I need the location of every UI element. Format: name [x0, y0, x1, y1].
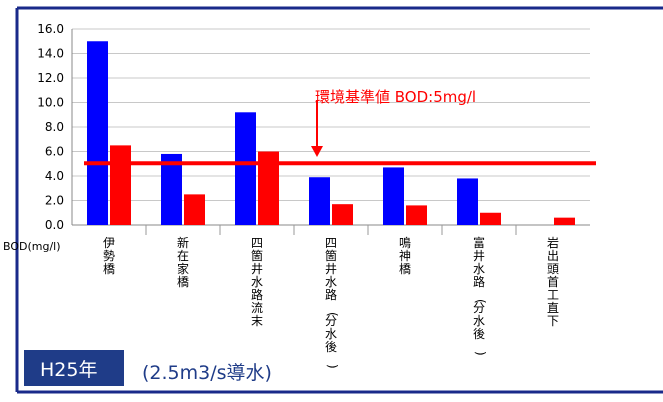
y-tick-label: 14.0	[37, 47, 64, 61]
x-category-label: 鳴神橋	[399, 236, 411, 276]
bar-series1-4	[383, 167, 404, 225]
bar-series2-1	[184, 194, 205, 225]
bar-series2-4	[406, 205, 427, 225]
reference-line-group: 環境基準値 BOD:5mg/l	[84, 88, 596, 166]
y-tick-label: 6.0	[45, 145, 64, 159]
footer: H25年 (2.5m3/s導水)	[24, 350, 272, 386]
bar-series2-3	[332, 204, 353, 225]
year-badge	[24, 350, 124, 386]
x-category-label: 富井水路(分水後)	[473, 235, 488, 356]
x-category-label: 伊勢橋	[103, 236, 115, 276]
y-tick-labels: 0.0 2.0 4.0 6.0 8.0 10.0 12.0 14.0 16.0	[37, 22, 64, 232]
bar-series2-0	[110, 145, 131, 225]
bar-series1-0	[87, 41, 108, 225]
y-tick-label: 16.0	[37, 22, 64, 36]
grid	[71, 28, 590, 235]
x-category-label: 四箇井水路(分水後)	[325, 236, 340, 369]
reference-line-label: 環境基準値 BOD:5mg/l	[315, 88, 476, 106]
y-tick-label: 10.0	[37, 96, 64, 110]
x-category-label: 四箇井水路流末	[251, 236, 263, 328]
bar-series1-1	[161, 153, 182, 225]
bar-series2-2	[258, 151, 279, 225]
bar-series2-5	[480, 212, 501, 225]
bar-series1-2	[235, 112, 256, 225]
y-tick-label: 12.0	[37, 71, 64, 85]
y-tick-label: 4.0	[45, 169, 64, 183]
x-category-labels: 伊勢橋 新在家橋 四箇井水路流末 四箇井水路(分水後) 鳴神橋 富井水路(分水後) 岩出頭首…	[103, 235, 559, 369]
year-label: H25年	[40, 359, 97, 381]
y-axis-label: BOD(mg/l)	[3, 240, 61, 253]
x-category-label: 新在家橋	[177, 235, 189, 289]
bar-series1-5	[457, 178, 478, 225]
bars	[87, 41, 575, 225]
reference-arrow-head	[311, 146, 323, 157]
y-tick-label: 0.0	[45, 218, 64, 232]
y-tick-label: 2.0	[45, 194, 64, 208]
frame-border	[15, 6, 663, 394]
bar-series2-6	[554, 217, 575, 225]
flow-note: (2.5m3/s導水)	[142, 362, 272, 384]
bar-series1-3	[309, 177, 330, 225]
x-category-label: 岩出頭首工直下	[547, 235, 559, 328]
y-tick-label: 8.0	[45, 120, 64, 134]
